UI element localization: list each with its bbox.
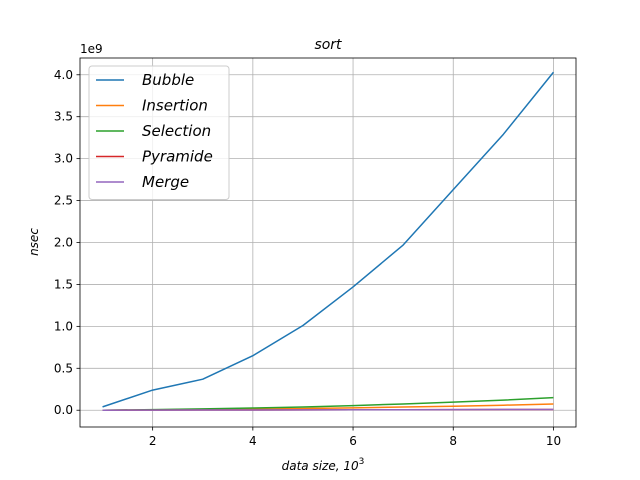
- y-tick-label: 2.0: [54, 236, 73, 250]
- grid: [80, 58, 576, 427]
- y-tick-label: 4.0: [54, 68, 73, 82]
- legend-label-insertion: Insertion: [142, 97, 208, 115]
- y-offset-label: 1e9: [80, 42, 103, 56]
- x-axis-label-exponent: 3: [359, 457, 365, 467]
- x-tick-label: 8: [449, 434, 457, 448]
- series-line-merge: [102, 408, 554, 411]
- y-tick-label: 3.0: [54, 152, 73, 166]
- legend-label-bubble: Bubble: [142, 71, 194, 89]
- legend-label-pyramide: Pyramide: [142, 148, 213, 166]
- x-tick-label: 2: [149, 434, 157, 448]
- x-tick-label: 10: [546, 434, 561, 448]
- y-tick-label: 2.5: [54, 194, 73, 208]
- legend: Bubble Insertion Selection Pyramide Merge: [88, 65, 230, 200]
- x-axis-label-text: data size, 10: [282, 459, 359, 473]
- y-tick-label: 0.0: [54, 403, 73, 417]
- y-tick-label: 1.0: [54, 319, 73, 333]
- y-tick-label: 3.5: [54, 110, 73, 124]
- series-lines: [102, 71, 555, 411]
- x-tick-label: 4: [249, 434, 257, 448]
- legend-label-merge: Merge: [142, 173, 189, 191]
- y-axis-label: nsec: [27, 228, 41, 256]
- x-axis-label: data size, 103: [282, 457, 365, 473]
- series-line-selection: [102, 396, 554, 411]
- chart-title: sort: [314, 37, 342, 53]
- legend-box: [88, 65, 230, 200]
- y-tick-label: 1.5: [54, 277, 73, 291]
- legend-label-selection: Selection: [142, 122, 211, 140]
- x-tick-label: 6: [349, 434, 357, 448]
- y-tick-label: 0.5: [54, 361, 73, 375]
- series-line-bubble: [102, 71, 555, 408]
- x-axis-ticks: 2 4 6 8 10: [149, 427, 561, 448]
- y-axis-ticks: 0.0 0.5 1.0 1.5 2.0 2.5 3.0 3.5 4.0: [54, 68, 80, 417]
